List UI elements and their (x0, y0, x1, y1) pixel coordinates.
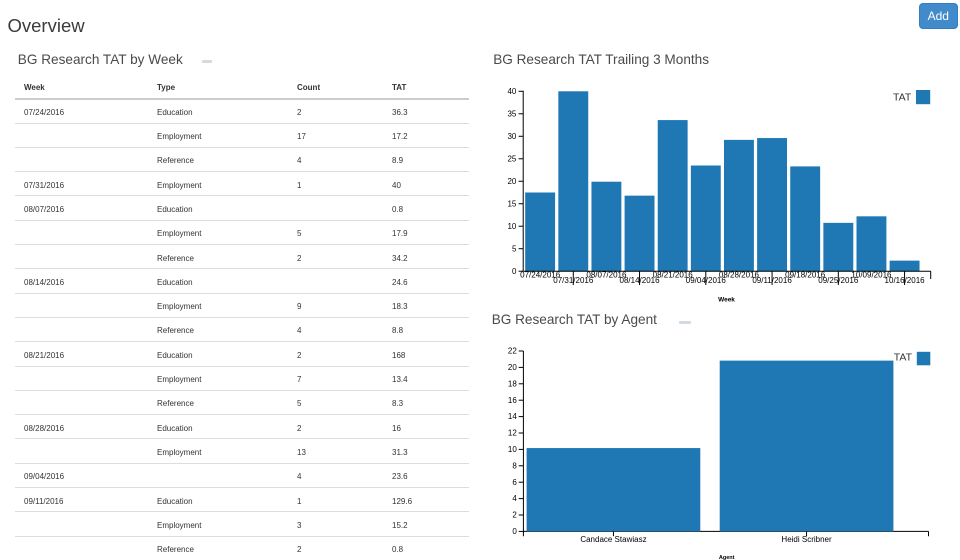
svg-text:12: 12 (508, 429, 517, 438)
svg-text:10/16/2016: 10/16/2016 (885, 276, 926, 285)
svg-text:10: 10 (507, 222, 516, 231)
svg-text:25: 25 (507, 154, 516, 163)
svg-text:6: 6 (512, 478, 517, 487)
svg-text:15: 15 (507, 199, 516, 208)
svg-text:08/14/2016: 08/14/2016 (620, 276, 661, 285)
svg-text:4: 4 (512, 494, 517, 503)
svg-text:0: 0 (512, 267, 517, 276)
svg-text:16: 16 (508, 396, 517, 405)
svg-text:20: 20 (507, 177, 516, 186)
svg-text:35: 35 (507, 109, 516, 118)
svg-text:0: 0 (512, 527, 517, 536)
svg-text:14: 14 (508, 412, 517, 421)
svg-text:08/21/2016: 08/21/2016 (653, 270, 694, 279)
svg-text:2: 2 (512, 511, 517, 520)
svg-text:10: 10 (508, 445, 517, 454)
svg-text:09/25/2016: 09/25/2016 (818, 276, 859, 285)
svg-text:09/11/2016: 09/11/2016 (752, 276, 792, 285)
svg-text:08/28/2016: 08/28/2016 (719, 270, 760, 279)
svg-text:TAT: TAT (894, 352, 913, 364)
svg-text:Agent: Agent (719, 555, 735, 560)
svg-text:8: 8 (512, 461, 517, 470)
svg-text:09/18/2016: 09/18/2016 (785, 270, 826, 279)
svg-text:07/31/2016: 07/31/2016 (553, 276, 594, 285)
svg-text:30: 30 (507, 132, 516, 141)
svg-text:TAT: TAT (893, 92, 912, 104)
svg-text:Candace Stawiasz: Candace Stawiasz (580, 535, 646, 544)
svg-text:07/24/2016: 07/24/2016 (520, 270, 561, 279)
svg-text:10/09/2016: 10/09/2016 (851, 270, 892, 279)
svg-text:08/07/2016: 08/07/2016 (586, 270, 627, 279)
svg-text:18: 18 (508, 379, 517, 388)
svg-text:22: 22 (508, 347, 517, 356)
svg-text:Heidi Scribner: Heidi Scribner (781, 535, 832, 544)
svg-text:Week: Week (718, 297, 735, 304)
svg-text:09/04/2016: 09/04/2016 (686, 276, 727, 285)
svg-text:40: 40 (507, 87, 516, 96)
svg-text:20: 20 (508, 363, 517, 372)
svg-text:5: 5 (512, 244, 517, 253)
